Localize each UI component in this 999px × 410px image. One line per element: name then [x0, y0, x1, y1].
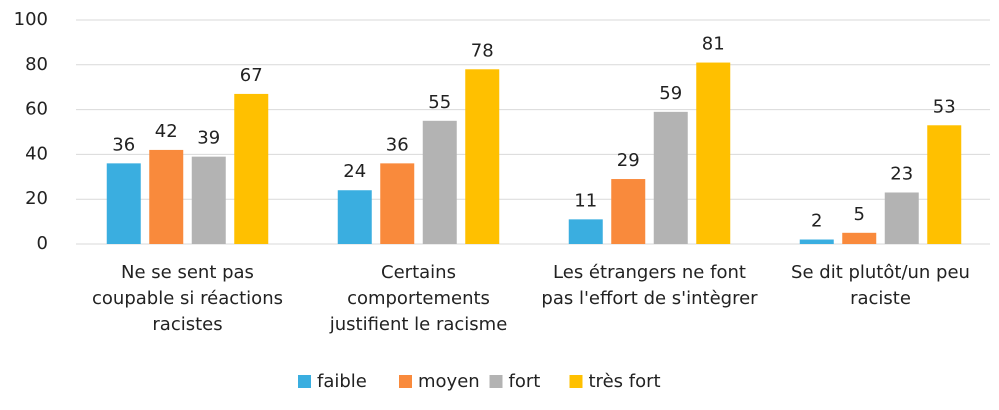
x-tick-label: Certains comportements justifient le rac… — [329, 262, 508, 335]
data-label: 39 — [197, 128, 220, 149]
bar — [884, 192, 919, 244]
x-tick-label: Les étrangers ne font pas l'effort de s'… — [541, 262, 758, 309]
y-tick-label: 0 — [37, 233, 48, 254]
bar — [191, 156, 226, 244]
bar — [380, 163, 415, 244]
data-label: 2 — [811, 211, 822, 232]
data-label: 36 — [112, 134, 135, 155]
bar — [568, 219, 603, 244]
data-label: 59 — [659, 83, 682, 104]
data-label: 42 — [155, 121, 178, 142]
bar — [842, 232, 877, 244]
bar — [465, 69, 500, 244]
bar — [149, 149, 184, 244]
legend-label: moyen — [418, 371, 480, 392]
y-tick-label: 80 — [25, 54, 48, 75]
bar — [799, 239, 834, 244]
legend-label: très fort — [589, 371, 661, 392]
x-tick-label: Se dit plutôt/un peu raciste — [791, 262, 970, 309]
legend-label: fort — [509, 371, 541, 392]
data-label: 81 — [702, 34, 725, 55]
bar — [422, 120, 457, 244]
bar — [234, 93, 269, 244]
data-label: 11 — [574, 190, 597, 211]
y-tick-label: 40 — [25, 143, 48, 164]
data-label: 67 — [240, 65, 263, 86]
data-label: 55 — [428, 92, 451, 113]
data-label: 78 — [471, 40, 494, 61]
bar — [696, 62, 731, 245]
y-tick-label: 20 — [25, 188, 48, 209]
bar — [337, 190, 372, 244]
legend-swatch — [298, 375, 311, 388]
data-label: 5 — [854, 204, 865, 225]
bar — [106, 163, 141, 244]
legend-swatch — [489, 375, 503, 388]
bar — [927, 125, 962, 244]
y-tick-label: 60 — [25, 99, 48, 120]
x-tick-label: Ne se sent pas coupable si réactions rac… — [92, 262, 283, 335]
data-label: 53 — [933, 96, 956, 117]
bar — [653, 111, 688, 244]
data-label: 23 — [890, 163, 913, 184]
data-label: 36 — [386, 134, 409, 155]
data-label: 29 — [617, 150, 640, 171]
legend-swatch — [569, 375, 583, 388]
legend-swatch — [399, 375, 412, 388]
bar — [611, 179, 646, 244]
legend-label: faible — [317, 371, 367, 392]
y-tick-label: 100 — [14, 9, 48, 30]
data-label: 24 — [343, 161, 366, 182]
